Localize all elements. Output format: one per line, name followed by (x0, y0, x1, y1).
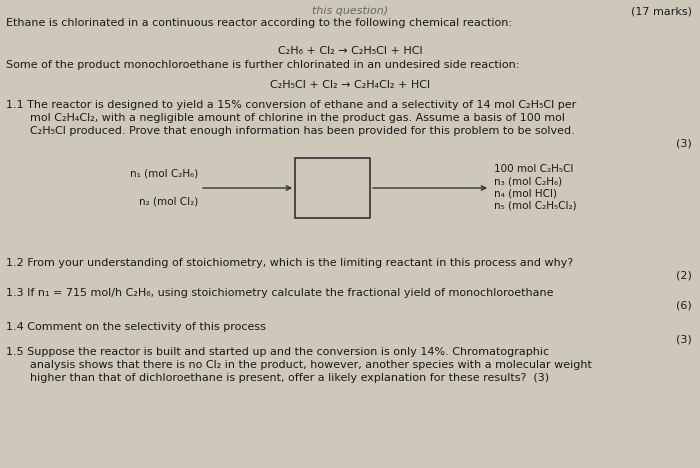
Text: higher than that of dichloroethane is present, offer a likely explanation for th: higher than that of dichloroethane is pr… (30, 373, 549, 383)
Text: 1.3 If n₁ = 715 mol/h C₂H₆, using stoichiometry calculate the fractional yield o: 1.3 If n₁ = 715 mol/h C₂H₆, using stoich… (6, 288, 554, 298)
Text: C₂H₅Cl + Cl₂ → C₂H₄Cl₂ + HCl: C₂H₅Cl + Cl₂ → C₂H₄Cl₂ + HCl (270, 80, 430, 90)
Text: n₁ (mol C₂H₆): n₁ (mol C₂H₆) (130, 168, 198, 178)
Text: 1.4 Comment on the selectivity of this process: 1.4 Comment on the selectivity of this p… (6, 322, 266, 332)
Text: (17 marks): (17 marks) (631, 6, 692, 16)
Text: 1.5 Suppose the reactor is built and started up and the conversion is only 14%. : 1.5 Suppose the reactor is built and sta… (6, 347, 549, 357)
Text: n₅ (mol C₂H₅Cl₂): n₅ (mol C₂H₅Cl₂) (494, 200, 577, 210)
Text: mol C₂H₄Cl₂, with a negligible amount of chlorine in the product gas. Assume a b: mol C₂H₄Cl₂, with a negligible amount of… (30, 113, 565, 123)
Text: n₄ (mol HCl): n₄ (mol HCl) (494, 188, 557, 198)
Bar (295, 158, 370, 218)
Text: 1.1 The reactor is designed to yield a 15% conversion of ethane and a selectivit: 1.1 The reactor is designed to yield a 1… (6, 100, 576, 110)
Text: analysis shows that there is no Cl₂ in the product, however, another species wit: analysis shows that there is no Cl₂ in t… (30, 360, 592, 370)
Text: this question): this question) (312, 6, 388, 16)
Text: 100 mol C₂H₅Cl: 100 mol C₂H₅Cl (494, 164, 573, 174)
Text: 1.2 From your understanding of stoichiometry, which is the limiting reactant in : 1.2 From your understanding of stoichiom… (6, 258, 573, 268)
Text: C₂H₆ + Cl₂ → C₂H₅Cl + HCl: C₂H₆ + Cl₂ → C₂H₅Cl + HCl (278, 46, 422, 56)
Text: Some of the product monochloroethane is further chlorinated in an undesired side: Some of the product monochloroethane is … (6, 60, 519, 70)
Text: n₃ (mol C₂H₆): n₃ (mol C₂H₆) (494, 176, 562, 186)
Text: (6): (6) (676, 300, 692, 310)
Text: (2): (2) (676, 270, 692, 280)
Text: n₂ (mol Cl₂): n₂ (mol Cl₂) (139, 196, 198, 206)
Text: Ethane is chlorinated in a continuous reactor according to the following chemica: Ethane is chlorinated in a continuous re… (6, 18, 512, 28)
Text: C₂H₅Cl produced. Prove that enough information has been provided for this proble: C₂H₅Cl produced. Prove that enough infor… (30, 126, 575, 136)
Text: (3): (3) (676, 138, 692, 148)
Text: (3): (3) (676, 334, 692, 344)
